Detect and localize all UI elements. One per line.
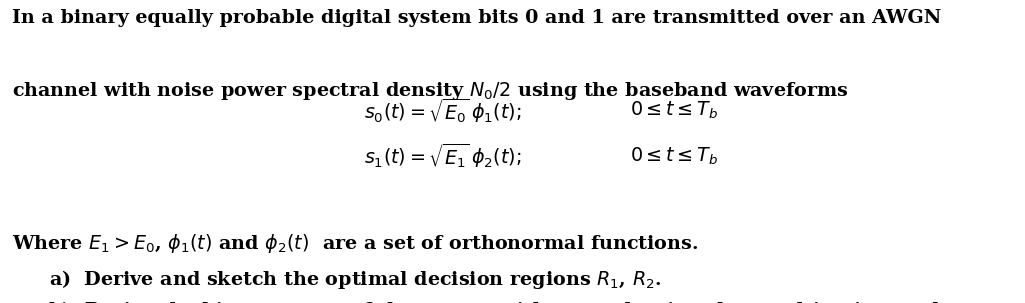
Text: $s_1(t) = \sqrt{E_1}\,\phi_2(t);$: $s_1(t) = \sqrt{E_1}\,\phi_2(t);$ — [364, 142, 522, 171]
Text: In a binary equally probable digital system bits 0 and 1 are transmitted over an: In a binary equally probable digital sys… — [12, 9, 942, 27]
Text: Where $E_1 > E_0$, $\phi_1(t)$ and $\phi_2(t)$  are a set of orthonormal functio: Where $E_1 > E_0$, $\phi_1(t)$ and $\phi… — [12, 232, 699, 255]
Text: $0 \leq t \leq T_b$: $0 \leq t \leq T_b$ — [630, 100, 719, 121]
Text: a)  Derive and sketch the optimal decision regions $R_1$, $R_2$.: a) Derive and sketch the optimal decisio… — [49, 268, 662, 291]
Text: b)  Derive the bit error rate of the system without evaluating the resulting int: b) Derive the bit error rate of the syst… — [49, 301, 957, 303]
Text: channel with noise power spectral density $N_0/2$ using the baseband waveforms: channel with noise power spectral densit… — [12, 80, 849, 102]
Text: $0 \leq t \leq T_b$: $0 \leq t \leq T_b$ — [630, 145, 719, 167]
Text: $s_0(t) = \sqrt{E_0}\,\phi_1(t);$: $s_0(t) = \sqrt{E_0}\,\phi_1(t);$ — [364, 96, 522, 125]
